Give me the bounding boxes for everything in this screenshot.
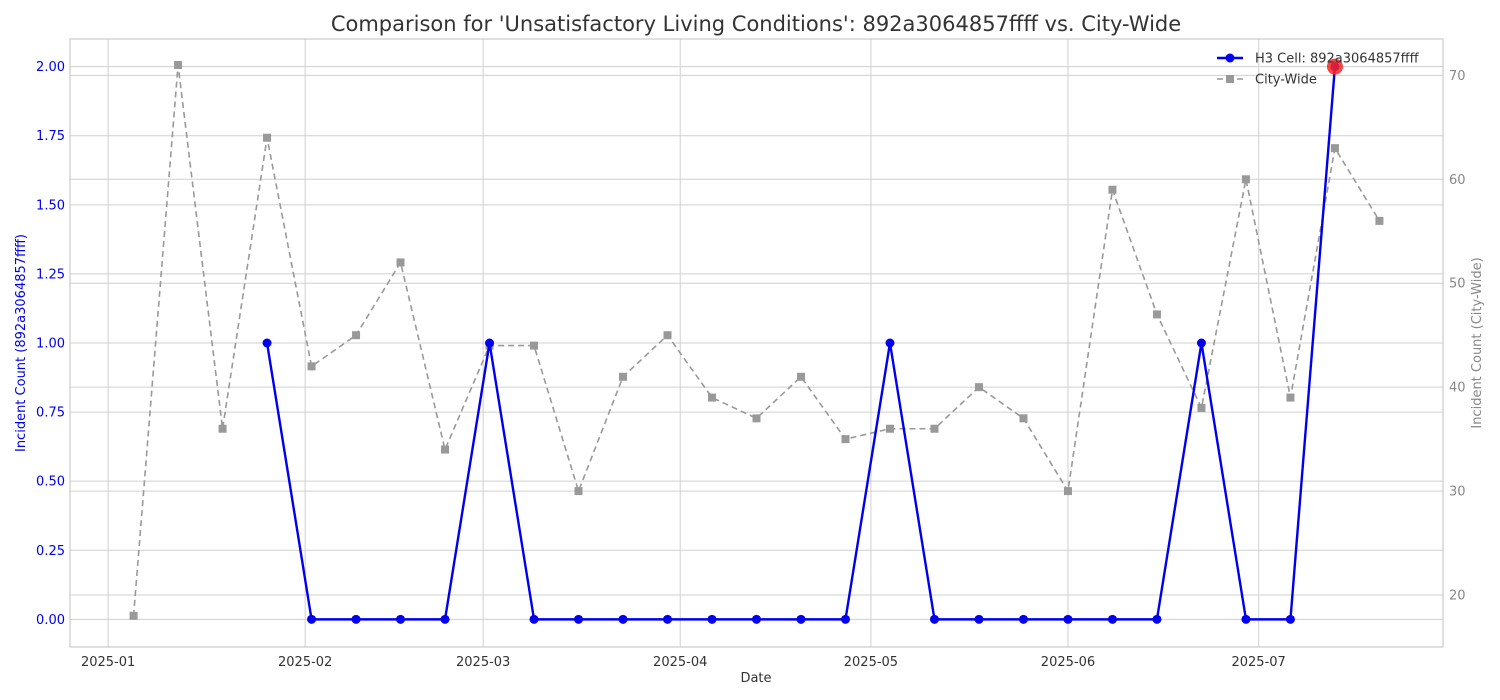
h3-cell-point xyxy=(574,614,584,624)
city-wide-point xyxy=(708,393,717,402)
city-wide-point xyxy=(1108,185,1117,194)
city-wide-point xyxy=(174,60,183,69)
city-wide-point xyxy=(1286,393,1295,402)
right-y-tick-label: 50 xyxy=(1449,277,1466,292)
h3-cell-point xyxy=(1196,338,1206,348)
h3-cell-point xyxy=(262,338,272,348)
city-wide-point xyxy=(1330,144,1339,153)
legend-city-wide-marker xyxy=(1226,75,1234,83)
city-wide-point xyxy=(1375,216,1384,225)
city-wide-point xyxy=(1152,310,1161,319)
h3-cell-point xyxy=(974,614,984,624)
h3-cell-point xyxy=(1241,614,1251,624)
h3-cell-point xyxy=(351,614,361,624)
chart-title: Comparison for 'Unsatisfactory Living Co… xyxy=(331,12,1181,36)
x-tick-label: 2025-05 xyxy=(844,655,898,670)
x-tick-label: 2025-07 xyxy=(1231,655,1285,670)
city-wide-point xyxy=(796,372,805,381)
left-y-tick-label: 1.00 xyxy=(36,337,65,352)
x-tick-label: 2025-06 xyxy=(1041,655,1095,670)
right-y-tick-label: 40 xyxy=(1449,381,1466,396)
right-y-tick-label: 60 xyxy=(1449,173,1466,188)
left-y-tick-label: 0.75 xyxy=(36,406,65,421)
right-y-tick-label: 20 xyxy=(1449,589,1466,604)
h3-cell-point xyxy=(663,614,673,624)
h3-cell-point xyxy=(752,614,761,624)
x-tick-label: 2025-02 xyxy=(278,655,332,670)
x-axis-label: Date xyxy=(740,671,771,686)
city-wide-point xyxy=(530,341,539,350)
city-wide-point xyxy=(352,331,361,340)
city-wide-point xyxy=(574,487,583,496)
x-tick-label: 2025-03 xyxy=(456,655,510,670)
city-wide-point xyxy=(263,133,272,142)
h3-cell-point xyxy=(307,614,317,624)
city-wide-point xyxy=(1063,487,1072,496)
legend: H3 Cell: 892a3064857ffff City-Wide xyxy=(1217,52,1420,88)
city-wide-series-line xyxy=(132,64,1381,616)
right-y-tick-label: 30 xyxy=(1449,485,1466,500)
right-y-axis-label: Incident Count (City-Wide) xyxy=(1470,257,1485,428)
h3-cell-point xyxy=(1018,614,1028,624)
city-wide-point xyxy=(218,424,227,433)
h3-cell-point xyxy=(485,338,495,348)
city-wide-point xyxy=(841,435,850,444)
highlight-marker xyxy=(1326,58,1343,75)
city-wide-point xyxy=(930,424,939,433)
city-wide-point xyxy=(1197,403,1206,412)
h3-cell-point xyxy=(529,614,539,624)
city-wide-point xyxy=(1241,175,1250,184)
h3-cell-point xyxy=(840,614,850,624)
legend-city-wide-label: City-Wide xyxy=(1255,73,1317,88)
left-y-axis-label: Incident Count (892a3064857ffff) xyxy=(14,234,29,452)
left-y-tick-label: 0.50 xyxy=(36,475,65,490)
city-wide-point xyxy=(307,362,316,371)
legend-h3-cell-marker xyxy=(1225,53,1235,63)
city-wide-point xyxy=(129,611,138,620)
h3-cell-point xyxy=(396,614,406,624)
h3-cell-point xyxy=(796,614,806,624)
h3-cell-point xyxy=(1063,614,1073,624)
plot-frame xyxy=(69,38,1444,648)
h3-cell-point xyxy=(618,614,628,624)
city-wide-point xyxy=(441,445,450,454)
left-y-tick-label: 1.25 xyxy=(36,267,65,282)
city-wide-point xyxy=(974,383,983,392)
h3-cell-point xyxy=(1285,614,1295,624)
left-y-tick-label: 1.75 xyxy=(36,129,65,144)
city-wide-point xyxy=(619,372,628,381)
left-y-tick-label: 0.25 xyxy=(36,544,65,559)
left-y-tick-label: 2.00 xyxy=(36,60,65,75)
legend-h3-cell-label: H3 Cell: 892a3064857ffff xyxy=(1255,52,1420,67)
left-y-tick-label: 0.00 xyxy=(36,613,65,628)
x-tick-label: 2025-01 xyxy=(81,655,135,670)
h3-cell-point xyxy=(440,614,450,624)
h3-cell-point xyxy=(1107,614,1117,624)
right-y-tick-label: 70 xyxy=(1449,69,1466,84)
city-wide-point xyxy=(396,258,405,267)
city-wide-point xyxy=(885,424,894,433)
left-y-tick-label: 1.50 xyxy=(36,198,65,213)
city-wide-point xyxy=(1019,414,1028,423)
city-wide-point xyxy=(752,414,761,423)
h3-cell-point xyxy=(1152,614,1162,624)
h3-cell-point xyxy=(885,338,895,348)
h3-cell-point xyxy=(929,614,939,624)
x-tick-label: 2025-04 xyxy=(653,655,707,670)
city-wide-point xyxy=(663,331,672,340)
h3-cell-point xyxy=(707,614,717,624)
